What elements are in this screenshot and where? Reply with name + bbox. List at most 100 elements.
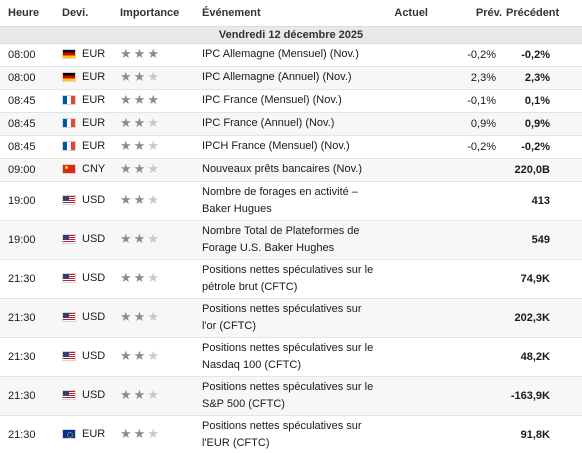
event-name[interactable]: IPC France (Mensuel) (Nov.): [202, 94, 342, 106]
event-time: 08:45: [0, 89, 62, 113]
table-row[interactable]: 21:30 USD ★★★ Positions nettes spéculatives…: [0, 337, 582, 377]
table-row[interactable]: 21:30 USD ★★★ Positions nettes spéculatives…: [0, 298, 582, 338]
table-row[interactable]: 21:30 USD ★★★ Positions nettes spéculatives…: [0, 376, 582, 416]
table-row[interactable]: 08:45 EUR ★★★ IPC France (Annuel) (Nov.) 0,9…: [0, 112, 582, 136]
flag-eu-icon: [62, 428, 76, 439]
event-name[interactable]: Nouveaux prêts bancaires (Nov.): [202, 163, 362, 175]
table-row[interactable]: 19:00 USD ★★★ Nombre Total de Plateformes d…: [0, 220, 582, 260]
event-currency: EUR: [82, 47, 106, 60]
event-actual: [374, 415, 444, 453]
table-row[interactable]: 19:00 USD ★★★ Nombre de forages en activité…: [0, 181, 582, 221]
event-previous: 202,3K: [506, 298, 582, 338]
event-forecast: [444, 415, 506, 453]
header-importance[interactable]: Importance: [120, 0, 202, 27]
header-time[interactable]: Heure: [0, 0, 62, 27]
header-previous[interactable]: Prév.: [444, 0, 506, 27]
table-row[interactable]: 08:00 EUR ★★★ IPC Allemagne (Mensuel) (Nov.…: [0, 43, 582, 67]
flag-us-icon: [62, 311, 76, 322]
header-prior[interactable]: Précédent: [506, 0, 582, 27]
importance-star-icon: ★: [120, 93, 134, 108]
flag-us-icon: [62, 194, 76, 205]
event-currency: USD: [82, 349, 106, 362]
importance-star-icon: ★: [120, 47, 134, 62]
table-row[interactable]: 21:30 USD ★★★ Positions nettes spéculatives…: [0, 259, 582, 299]
flag-cn-icon: [62, 163, 76, 174]
event-name[interactable]: Positions nettes spéculatives sur l'EUR …: [202, 419, 362, 449]
event-currency: USD: [82, 232, 106, 245]
event-name[interactable]: Positions nettes spéculatives sur l'or (…: [202, 302, 362, 332]
event-previous: -0,2%: [506, 43, 582, 67]
event-name[interactable]: Nombre Total de Plateformes de Forage U.…: [202, 224, 360, 254]
event-name[interactable]: IPC Allemagne (Annuel) (Nov.): [202, 71, 352, 83]
event-previous: -163,9K: [506, 376, 582, 416]
event-actual: [374, 66, 444, 90]
event-name[interactable]: IPCH France (Mensuel) (Nov.): [202, 140, 350, 152]
event-currency: USD: [82, 193, 106, 206]
event-actual: [374, 135, 444, 159]
event-time: 19:00: [0, 220, 62, 260]
header-event[interactable]: Événement: [202, 0, 374, 27]
event-currency: CNY: [82, 162, 106, 175]
importance-star-icon: ★: [147, 47, 161, 62]
importance-star-icon: ★: [120, 349, 134, 364]
importance-star-icon: ★: [147, 271, 161, 286]
flag-us-icon: [62, 233, 76, 244]
event-actual: [374, 337, 444, 377]
event-currency: EUR: [82, 427, 106, 440]
event-currency: EUR: [82, 139, 106, 152]
event-previous: 413: [506, 181, 582, 221]
event-actual: [374, 181, 444, 221]
event-name[interactable]: Positions nettes spéculatives sur le pét…: [202, 263, 374, 293]
table-row[interactable]: 21:30 EUR ★★★ Positions nettes spéculatives…: [0, 415, 582, 453]
event-name[interactable]: Nombre de forages en activité – Baker Hu…: [202, 185, 358, 215]
event-currency: USD: [82, 388, 106, 401]
flag-us-icon: [62, 272, 76, 283]
event-forecast: -0,2%: [444, 43, 506, 67]
event-forecast: [444, 259, 506, 299]
event-forecast: 0,9%: [444, 112, 506, 136]
table-row[interactable]: 08:00 EUR ★★★ IPC Allemagne (Annuel) (Nov.)…: [0, 66, 582, 90]
table-row[interactable]: 08:45 EUR ★★★ IPC France (Mensuel) (Nov.) -0…: [0, 89, 582, 113]
event-time: 21:30: [0, 298, 62, 338]
event-currency: USD: [82, 271, 106, 284]
event-previous: 220,0B: [506, 158, 582, 182]
event-actual: [374, 376, 444, 416]
table-row[interactable]: 09:00 CNY ★★★ Nouveaux prêts bancaires (Nov…: [0, 158, 582, 182]
event-previous: 91,8K: [506, 415, 582, 453]
event-currency: USD: [82, 310, 106, 323]
flag-de-icon: [62, 71, 76, 82]
importance-star-icon: ★: [120, 388, 134, 403]
event-forecast: [444, 376, 506, 416]
flag-fr-icon: [62, 140, 76, 151]
importance-star-icon: ★: [120, 232, 134, 247]
importance-stars: ★★★: [120, 93, 161, 108]
event-name[interactable]: Positions nettes spéculatives sur le Nas…: [202, 341, 374, 371]
importance-star-icon: ★: [133, 70, 148, 85]
table-row[interactable]: 08:45 EUR ★★★ IPCH France (Mensuel) (Nov.) -…: [0, 135, 582, 159]
importance-star-icon: ★: [120, 162, 134, 177]
importance-stars: ★★★: [120, 139, 161, 154]
flag-us-icon: [62, 389, 76, 400]
event-actual: [374, 298, 444, 338]
importance-star-icon: ★: [133, 388, 148, 403]
importance-stars: ★★★: [120, 310, 161, 325]
event-name[interactable]: Positions nettes spéculatives sur le S&P…: [202, 380, 374, 410]
event-name[interactable]: IPC Allemagne (Mensuel) (Nov.): [202, 48, 359, 60]
event-name[interactable]: IPC France (Annuel) (Nov.): [202, 117, 335, 129]
header-row: Heure Devi. Importance Événement Actuel …: [0, 0, 582, 27]
importance-star-icon: ★: [120, 70, 134, 85]
importance-star-icon: ★: [120, 427, 134, 442]
header-actual[interactable]: Actuel: [374, 0, 444, 27]
event-currency: EUR: [82, 70, 106, 83]
importance-stars: ★★★: [120, 232, 161, 247]
event-previous: 74,9K: [506, 259, 582, 299]
importance-star-icon: ★: [133, 193, 148, 208]
event-previous: 549: [506, 220, 582, 260]
header-currency[interactable]: Devi.: [62, 0, 120, 27]
importance-star-icon: ★: [133, 93, 148, 108]
event-time: 21:30: [0, 415, 62, 453]
flag-fr-icon: [62, 94, 76, 105]
event-time: 21:30: [0, 337, 62, 377]
event-actual: [374, 259, 444, 299]
